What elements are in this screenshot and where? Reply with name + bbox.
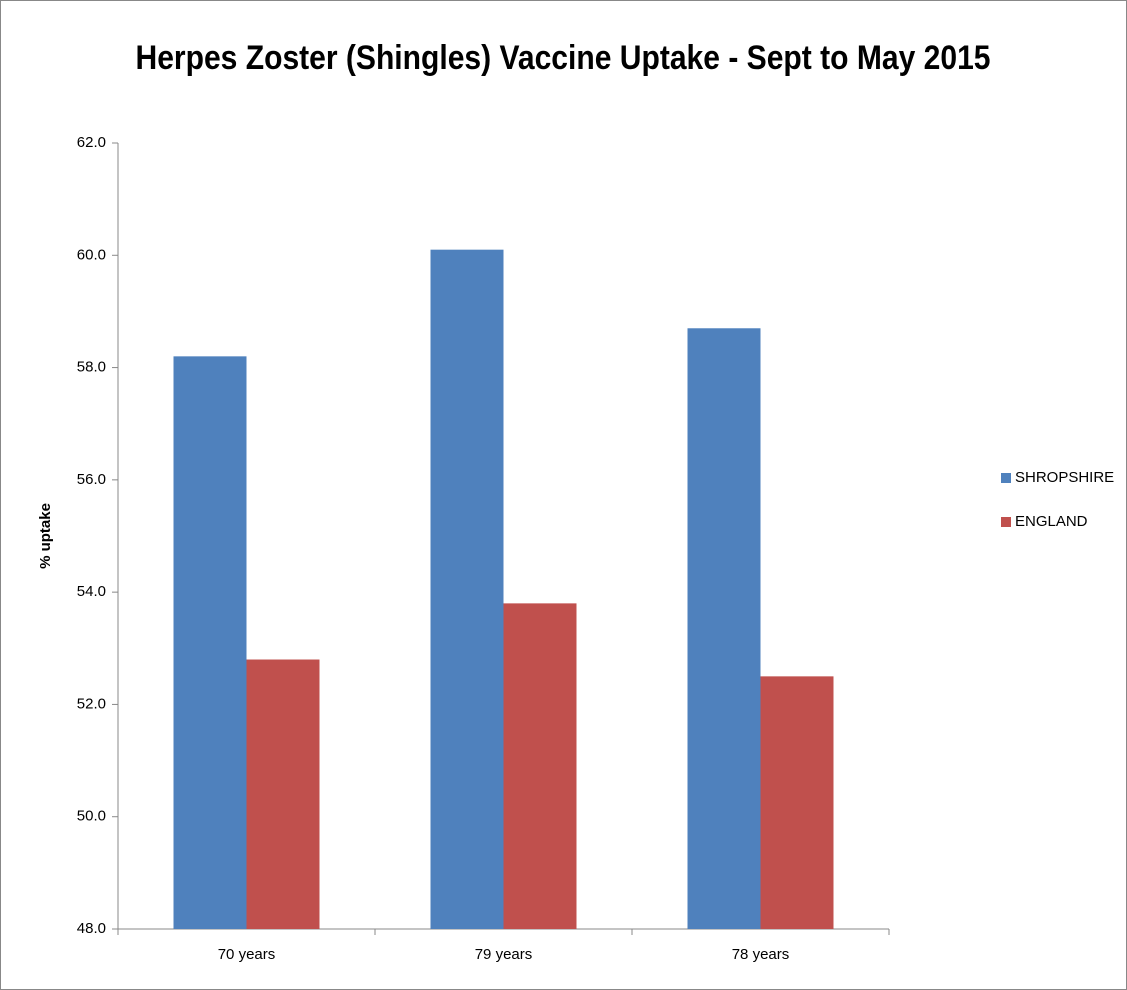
y-tick-label: 50.0 bbox=[77, 808, 106, 825]
y-tick-label: 58.0 bbox=[77, 359, 106, 376]
x-tick-label: 70 years bbox=[218, 946, 276, 963]
bar bbox=[687, 328, 761, 929]
bar bbox=[173, 356, 247, 929]
legend-swatch bbox=[1001, 473, 1011, 483]
bar bbox=[503, 603, 577, 929]
y-tick-label: 48.0 bbox=[77, 920, 106, 937]
chart-title: Herpes Zoster (Shingles) Vaccine Uptake … bbox=[136, 39, 991, 77]
bar bbox=[760, 676, 834, 929]
x-tick-label: 79 years bbox=[475, 946, 533, 963]
y-tick-label: 56.0 bbox=[77, 471, 106, 488]
legend-label: SHROPSHIRE bbox=[1015, 469, 1114, 486]
bar bbox=[430, 249, 504, 929]
y-tick-label: 54.0 bbox=[77, 583, 106, 600]
y-axis-label: % uptake bbox=[37, 503, 54, 569]
bar bbox=[246, 659, 320, 929]
legend-label: ENGLAND bbox=[1015, 513, 1088, 530]
y-tick-label: 60.0 bbox=[77, 246, 106, 263]
y-tick-label: 62.0 bbox=[77, 134, 106, 151]
x-tick-label: 78 years bbox=[732, 946, 790, 963]
legend-swatch bbox=[1001, 517, 1011, 527]
y-tick-label: 52.0 bbox=[77, 695, 106, 712]
